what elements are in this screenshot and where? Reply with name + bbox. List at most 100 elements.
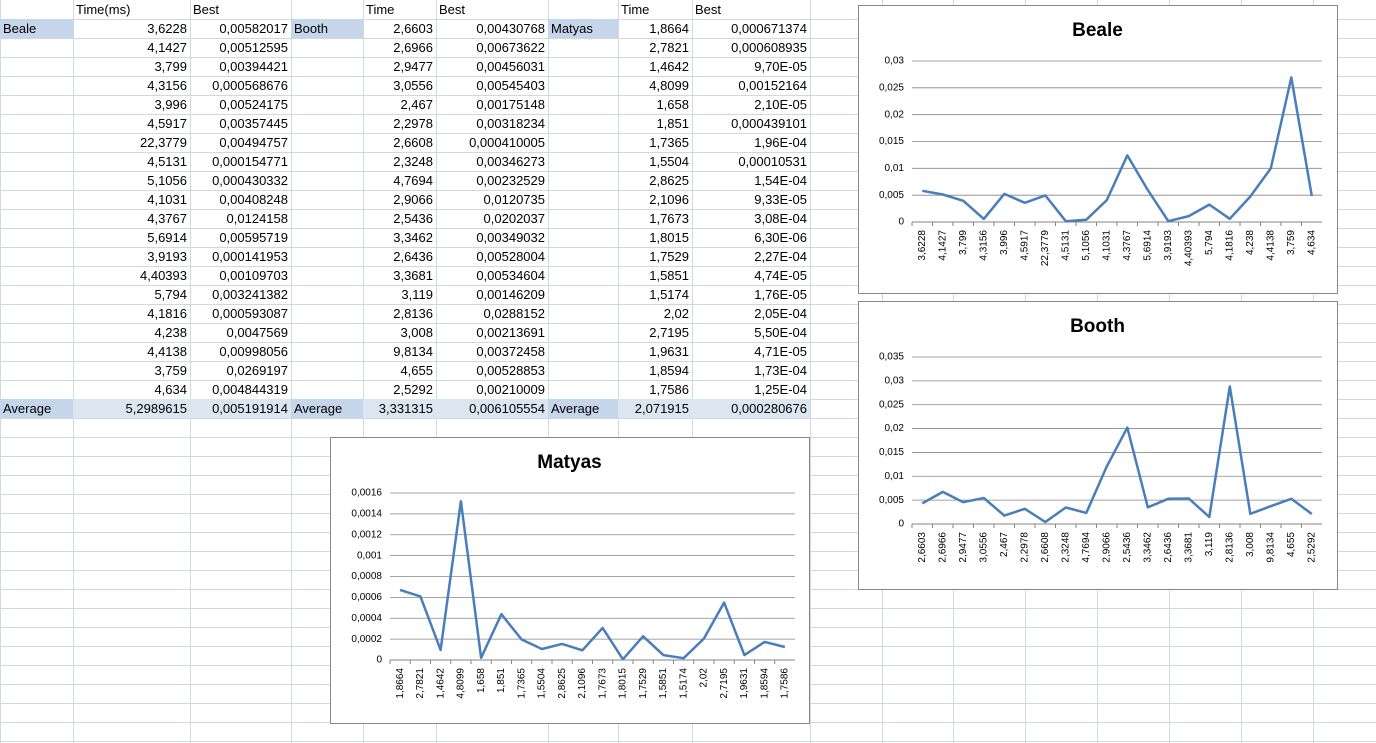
y-tick-label: 0,02 [885,109,905,120]
cell: 0,00545403 [476,78,545,93]
cell: 1,851 [656,116,689,131]
cell: 0,00372458 [476,344,545,359]
cell: 4,1427 [147,40,187,55]
cell: 2,3248 [393,154,433,169]
cell: 3,0556 [393,78,433,93]
cell: 1,658 [656,97,689,112]
cell: 1,76E-05 [754,287,807,302]
y-tick-label: 0,0008 [351,571,382,582]
cell: 5,794 [154,287,187,302]
cell: 1,9631 [649,344,689,359]
cell: 0,00109703 [219,268,288,283]
cell: 22,3779 [140,135,187,150]
cell: 2,1096 [649,192,689,207]
x-tick-label: 1,7529 [638,668,649,699]
cell: 0,00512595 [219,40,288,55]
x-tick-label: 2,1096 [577,668,588,699]
y-tick-label: 0,03 [885,56,905,67]
cell: 9,33E-05 [754,192,807,207]
x-tick-label: 4,40393 [1183,230,1194,267]
cell: 2,071915 [618,399,692,418]
cell: 0,000430332 [212,173,288,188]
x-tick-label: 4,8099 [456,668,467,699]
cell: 0,0288152 [483,306,545,321]
cell: 1,7673 [649,211,689,226]
x-tick-label: 1,658 [476,668,487,693]
cell: 1,96E-04 [754,135,807,150]
x-tick-label: 4,4138 [1265,230,1276,261]
x-tick-label: 5,794 [1204,230,1215,255]
y-tick-label: 0,0012 [351,529,382,540]
cell: 2,6966 [393,40,433,55]
x-tick-label: 3,0556 [978,532,989,563]
cell: 0,00998056 [219,344,288,359]
cell: 4,1031 [147,192,187,207]
cell: 6,30E-06 [754,230,807,245]
y-tick-label: 0,02 [885,423,905,434]
x-tick-label: 3,759 [1286,230,1297,255]
x-tick-label: 1,8594 [759,668,770,699]
x-tick-label: 2,6608 [1040,532,1051,563]
x-tick-label: 22,3779 [1040,230,1051,267]
cell: 0,000410005 [469,135,545,150]
cell: 0,0120735 [483,192,545,207]
x-tick-label: 5,1056 [1081,230,1092,261]
cell: 1,7529 [649,249,689,264]
x-tick-label: 2,7195 [719,668,730,699]
x-tick-label: 4,1427 [937,230,948,261]
cell: 0,000154771 [212,154,288,169]
cell: 3,3681 [393,268,433,283]
x-tick-label: 1,8015 [618,668,629,699]
x-tick-label: 3,008 [1245,532,1256,557]
y-tick-label: 0,0014 [351,509,382,520]
x-tick-label: 2,02 [699,668,710,688]
cell: 1,5504 [649,154,689,169]
cell: 3,799 [154,59,187,74]
x-tick-label: 3,6228 [917,230,928,261]
cell: 4,40393 [140,268,187,283]
y-tick-label: 0,0006 [351,592,382,603]
cell: 4,238 [154,325,187,340]
cell: 4,1816 [147,306,187,321]
cell: Time [366,2,395,17]
y-tick-label: 0,015 [879,447,904,458]
cell: 0,000593087 [212,306,288,321]
x-tick-label: 2,9066 [1101,532,1112,563]
cell: 0,00534604 [476,268,545,283]
cell: 0,0202037 [483,211,545,226]
cell: Average [0,399,73,418]
chart-frame [858,301,1338,590]
cell: 2,02 [663,306,689,321]
cell: 4,3156 [147,78,187,93]
cell: 0,00430768 [476,21,545,36]
x-tick-label: 1,5504 [537,668,548,699]
cell: 2,467 [400,97,433,112]
chart-title: Matyas [537,452,601,473]
cell: 0,00318234 [476,116,545,131]
chart-frame [330,437,810,724]
y-tick-label: 0 [898,217,904,228]
y-tick-label: 0,01 [885,471,905,482]
cell: 0,00213691 [476,325,545,340]
x-tick-label: 1,7673 [597,668,608,699]
cell: 3,6228 [147,21,187,36]
cell: 1,7365 [649,135,689,150]
x-tick-label: 4,238 [1245,230,1256,255]
cell: 0,00010531 [738,154,807,169]
y-tick-label: 0 [376,655,382,666]
cell: 0,00528004 [476,249,545,264]
cell: 0,00582017 [219,21,288,36]
x-tick-label: 3,996 [999,230,1010,255]
cell: 3,008 [400,325,433,340]
cell: 0,00595719 [219,230,288,245]
cell: 3,08E-04 [754,211,807,226]
cell: 2,2978 [393,116,433,131]
cell: 0,0047569 [226,325,288,340]
x-tick-label: 4,3156 [978,230,989,261]
cell: 0,00673622 [476,40,545,55]
cell: 1,8664 [649,21,689,36]
y-tick-label: 0,025 [879,399,904,410]
y-tick-label: 0,025 [879,82,904,93]
cell: 1,54E-04 [754,173,807,188]
cell: 2,05E-04 [754,306,807,321]
